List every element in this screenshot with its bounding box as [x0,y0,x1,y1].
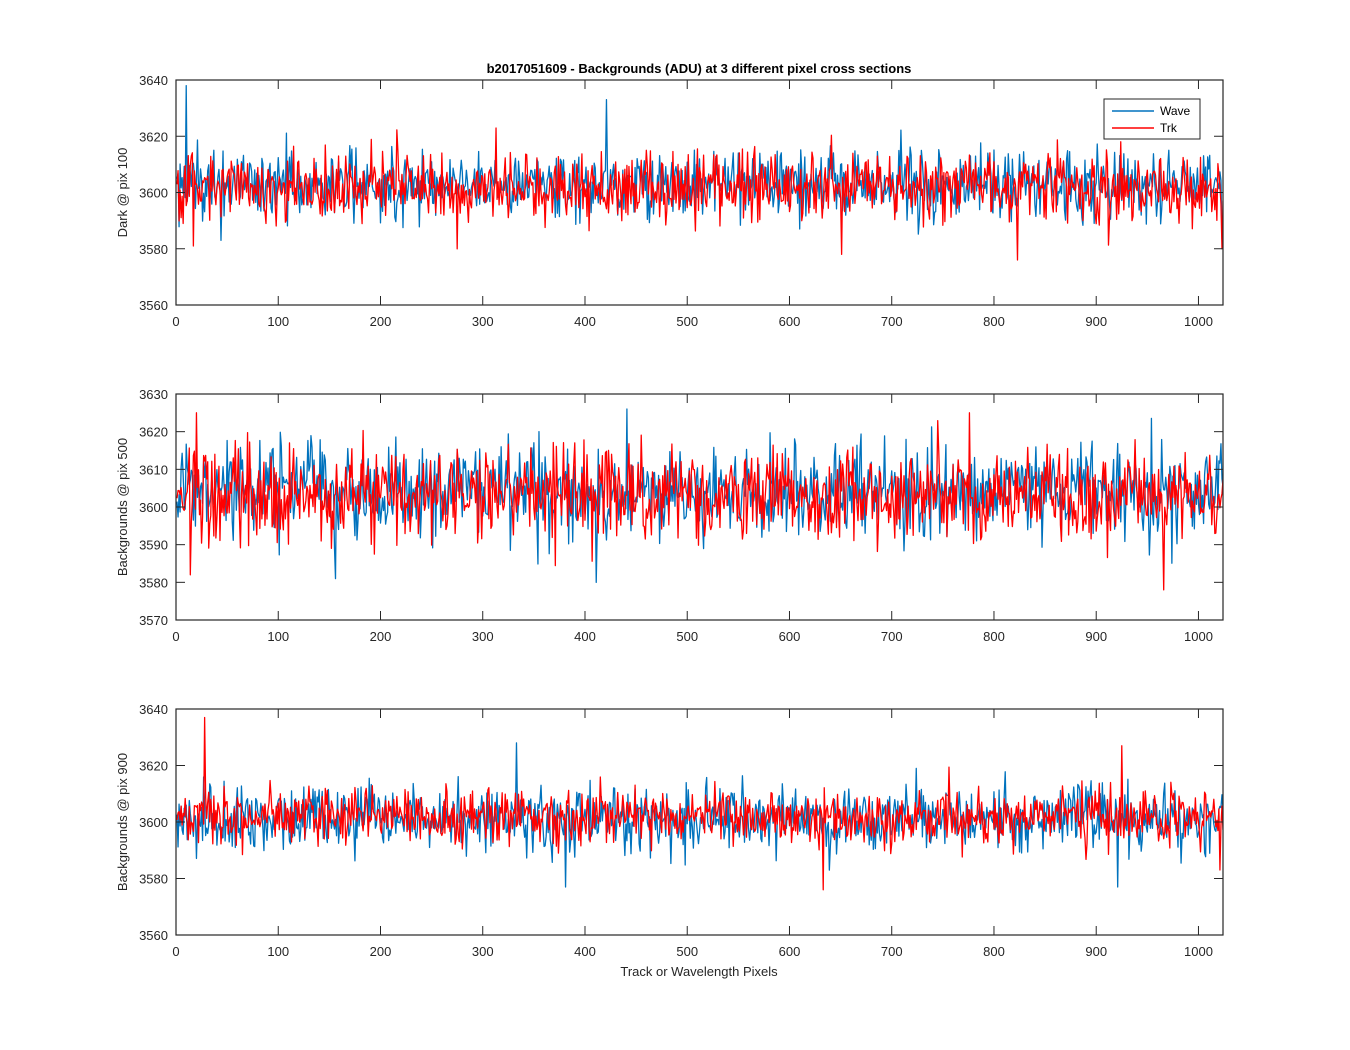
x-tick-label: 500 [676,944,698,959]
y-tick-label: 3560 [139,928,168,943]
x-tick-label: 800 [983,944,1005,959]
y-axis-label: Backgrounds @ pix 500 [115,438,130,576]
x-tick-label: 200 [370,314,392,329]
y-tick-label: 3580 [139,872,168,887]
legend-label-trk: Trk [1160,121,1178,135]
x-tick-label: 700 [881,629,903,644]
series-line-trk [176,716,1223,891]
chart-panel-2: 0 100 200 300 400 500 600 700 800 900 1000 3570 3580… [115,387,1224,644]
x-tick-label: 700 [881,314,903,329]
x-axis-label: Track or Wavelength Pixels [620,964,778,979]
x-tick-label: 400 [574,314,596,329]
y-tick-label: 3610 [139,462,168,477]
y-tick-label: 3570 [139,613,168,628]
figure-title: b2017051609 - Backgrounds (ADU) at 3 dif… [487,61,912,76]
axes-layer: 0 100 200 300 400 500 600 700 800 900 100035603580… [115,73,1224,959]
x-tick-label: 200 [370,944,392,959]
y-tick-label: 3600 [139,500,168,515]
x-tick-label: 300 [472,629,494,644]
x-tick-label: 800 [983,629,1005,644]
x-tick-label: 1000 [1184,944,1213,959]
x-tick-label: 1000 [1184,629,1213,644]
y-axis-label: Backgrounds @ pix 900 [115,753,130,891]
x-tick-label: 600 [779,944,801,959]
y-tick-label: 3600 [139,815,168,830]
x-tick-label: 400 [574,629,596,644]
x-tick-label: 700 [881,944,903,959]
y-axis-label: Dark @ pix 100 [115,148,130,238]
x-tick-label: 600 [779,629,801,644]
x-tick-label: 900 [1085,314,1107,329]
x-tick-label: 900 [1085,629,1107,644]
x-tick-label: 100 [267,944,289,959]
y-tick-label: 3630 [139,387,168,402]
y-tick-label: 3640 [139,702,168,717]
x-tick-label: 500 [676,629,698,644]
chart-panel-1: 0 100 200 300 400 500 600 700 800 900 1000 3560 3580… [115,73,1224,329]
y-tick-label: 3560 [139,298,168,313]
x-tick-label: 900 [1085,944,1107,959]
series-line-trk [176,412,1223,591]
y-tick-label: 3590 [139,538,168,553]
x-tick-label: 300 [472,944,494,959]
x-tick-label: 0 [172,944,179,959]
x-tick-label: 400 [574,944,596,959]
y-tick-label: 3620 [139,425,168,440]
y-tick-label: 3600 [139,186,168,201]
y-tick-label: 3620 [139,129,168,144]
x-tick-label: 500 [676,314,698,329]
series-line-trk [176,127,1223,261]
x-tick-label: 800 [983,314,1005,329]
x-tick-label: 0 [172,629,179,644]
legend-box [1103,98,1201,140]
x-tick-label: 0 [172,314,179,329]
x-tick-label: 100 [267,314,289,329]
y-tick-label: 3580 [139,242,168,257]
x-tick-label: 1000 [1184,314,1213,329]
x-tick-label: 100 [267,629,289,644]
x-tick-label: 200 [370,629,392,644]
chart-panel-3: 0 100 200 300 400 500 600 700 800 900 1000 3560 3580… [115,702,1224,959]
legend-label-wave: Wave [1160,104,1191,118]
y-tick-label: 3580 [139,575,168,590]
y-tick-label: 3620 [139,759,168,774]
legend: Wave Trk [1103,98,1201,140]
x-tick-label: 600 [779,314,801,329]
y-tick-label: 3640 [139,73,168,88]
x-tick-label: 300 [472,314,494,329]
